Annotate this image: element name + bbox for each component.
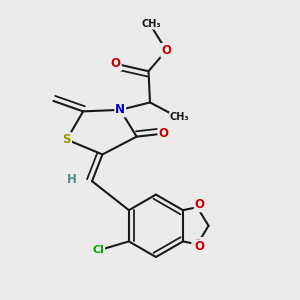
Text: O: O <box>158 127 168 140</box>
Text: CH₃: CH₃ <box>142 19 161 29</box>
Text: N: N <box>115 103 125 116</box>
Text: O: O <box>111 57 121 70</box>
Text: CH₃: CH₃ <box>170 112 190 122</box>
Text: O: O <box>195 240 205 253</box>
Text: H: H <box>67 173 77 186</box>
Text: Cl: Cl <box>92 245 104 255</box>
Text: O: O <box>195 198 205 211</box>
Text: O: O <box>161 44 171 57</box>
Text: O: O <box>192 238 202 251</box>
Text: S: S <box>62 133 71 146</box>
